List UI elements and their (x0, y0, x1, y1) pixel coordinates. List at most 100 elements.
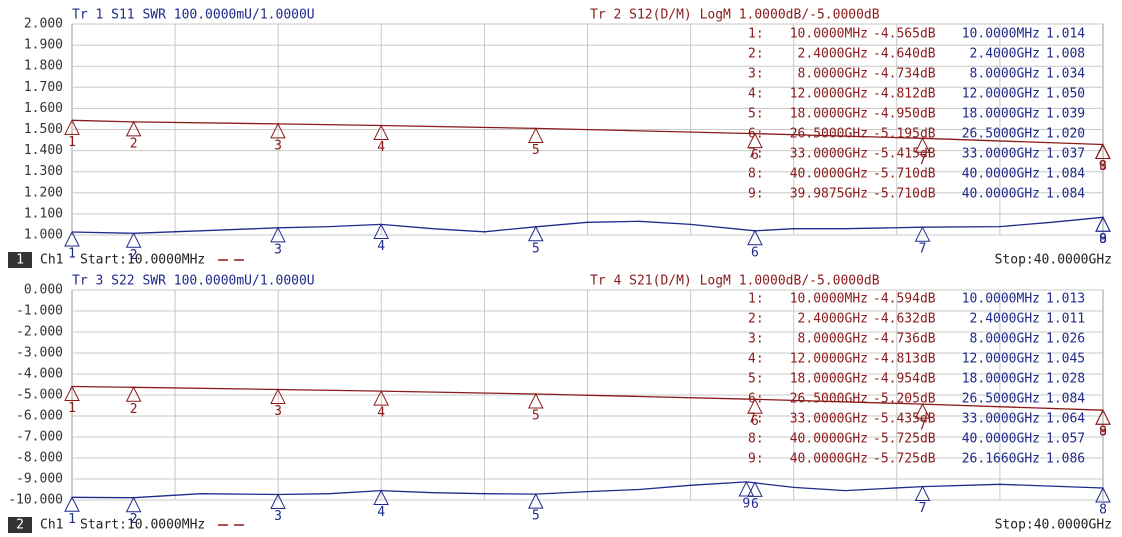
marker (1095, 409, 1111, 425)
marker-row-label: 4: (748, 352, 764, 367)
marker-value: -5.710dB (873, 187, 936, 202)
marker-frequency: 8.0000GHz (970, 332, 1040, 347)
marker (270, 388, 286, 404)
marker (125, 232, 142, 248)
marker (125, 120, 142, 137)
stop-label: Stop:40.0000GHz (995, 518, 1112, 533)
marker-frequency: 33.0000GHz (790, 412, 868, 427)
marker-frequency: 26.5000GHz (790, 392, 868, 407)
marker-value: 1.057 (1046, 432, 1085, 447)
marker-label: 2 (130, 402, 138, 417)
marker-label: 2 (130, 248, 138, 263)
marker-label: 9 (1099, 425, 1107, 440)
marker-value: -4.640dB (873, 47, 936, 62)
marker (527, 225, 544, 242)
trace-line (71, 119, 1104, 146)
marker-value: -5.725dB (873, 452, 936, 467)
marker-value: -5.205dB (873, 392, 936, 407)
marker-value: 1.014 (1046, 27, 1085, 42)
marker-label: 9 (1099, 159, 1107, 174)
marker-value: -4.813dB (873, 352, 936, 367)
marker (914, 226, 931, 242)
marker-value: -5.435dB (873, 412, 936, 427)
marker-frequency: 12.0000GHz (790, 352, 868, 367)
marker (527, 392, 544, 409)
marker (64, 119, 80, 135)
marker-frequency: 10.0000MHz (790, 292, 868, 307)
marker-frequency: 40.0000GHz (962, 187, 1040, 202)
marker-value: 1.050 (1046, 87, 1085, 102)
y-tick-label: 1.200 (24, 185, 63, 200)
marker-row-label: 7: (748, 147, 764, 162)
channel-badge (8, 517, 32, 533)
y-tick-label: 1.700 (24, 80, 63, 95)
marker (270, 122, 286, 139)
marker-value: -4.950dB (873, 107, 936, 122)
marker-label: 8 (1099, 503, 1107, 518)
marker-value: -4.594dB (873, 292, 936, 307)
marker-row-label: 3: (748, 332, 764, 347)
marker-label: 1 (68, 247, 76, 262)
marker-frequency: 40.0000GHz (962, 432, 1040, 447)
marker (373, 389, 389, 406)
marker-frequency: 8.0000GHz (798, 332, 868, 347)
marker (64, 496, 80, 512)
marker-value: -5.725dB (873, 432, 936, 447)
y-tick-label: -3.000 (16, 346, 63, 361)
y-tick-label: 1.000 (24, 228, 63, 243)
marker (270, 226, 286, 243)
marker-value: -4.954dB (873, 372, 936, 387)
marker-label: 9 (742, 496, 750, 511)
marker (373, 124, 389, 141)
marker-value: -4.812dB (873, 87, 936, 102)
marker-frequency: 8.0000GHz (970, 67, 1040, 82)
marker-row-label: 8: (748, 167, 764, 182)
marker-label: 2 (130, 512, 138, 527)
trace-line (71, 385, 1104, 411)
y-tick-label: 2.000 (24, 17, 63, 32)
y-tick-label: -2.000 (16, 325, 63, 340)
marker-label: 6 (751, 148, 759, 163)
marker-row-label: 6: (748, 127, 764, 142)
marker-frequency: 18.0000GHz (962, 107, 1040, 122)
channel-label: Ch1 (40, 518, 63, 533)
marker-frequency: 33.0000GHz (962, 147, 1040, 162)
marker-label: 7 (919, 419, 927, 434)
marker-row-label: 8: (748, 432, 764, 447)
y-tick-label: -1.000 (16, 304, 63, 319)
marker-frequency: 18.0000GHz (962, 372, 1040, 387)
marker-value: 1.045 (1046, 352, 1085, 367)
marker (125, 386, 142, 402)
marker-label: 6 (751, 245, 759, 260)
marker-value: -5.195dB (873, 127, 936, 142)
trace-header: Tr 4 S21(D/M) LogM 1.0000dB/-5.0000dB (590, 274, 880, 289)
marker (747, 398, 763, 414)
marker-row-label: 3: (748, 67, 764, 82)
marker-label: 4 (377, 140, 385, 155)
marker-frequency: 2.4000GHz (970, 312, 1040, 327)
marker (64, 230, 80, 247)
marker-label: 8 (1099, 425, 1107, 440)
marker-frequency: 2.4000GHz (798, 312, 868, 327)
marker-label: 4 (377, 505, 385, 520)
stop-label: Stop:40.0000GHz (995, 253, 1112, 268)
marker (527, 127, 544, 143)
marker-label: 3 (274, 242, 282, 257)
marker-value: 1.011 (1046, 312, 1085, 327)
marker-row-label: 2: (748, 47, 764, 62)
marker-label: 8 (1099, 159, 1107, 174)
marker-value: -4.632dB (873, 312, 936, 327)
marker-label: 7 (919, 153, 927, 168)
marker-label: 6 (751, 414, 759, 429)
marker-frequency: 26.1660GHz (962, 452, 1040, 467)
marker-value: -4.736dB (873, 332, 936, 347)
marker-frequency: 40.0000GHz (790, 432, 868, 447)
marker (1095, 216, 1111, 232)
marker-label: 9 (1099, 232, 1107, 247)
trace-header: Tr 2 S12(D/M) LogM 1.0000dB/-5.0000dB (590, 8, 880, 23)
start-label: Start:10.0000MHz (80, 253, 205, 268)
marker-label: 1 (68, 512, 76, 527)
marker-label: 1 (68, 401, 76, 416)
marker (747, 229, 763, 246)
